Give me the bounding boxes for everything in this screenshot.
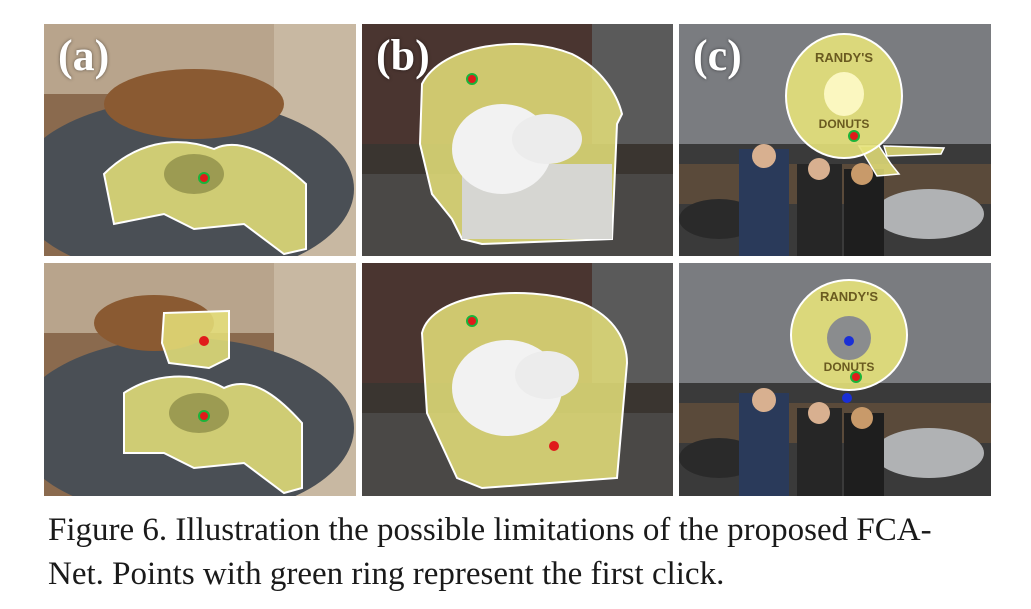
sign-text-bottom: DONUTS: [819, 117, 870, 131]
positive-click-point: [549, 441, 559, 451]
first-click-point: [198, 410, 210, 422]
panel-label-a: (a): [58, 31, 110, 80]
panel-label-c: (c): [693, 31, 742, 80]
panel-b-top-image: [362, 24, 673, 256]
first-click-point: [850, 371, 862, 383]
panel-a-bottom: [44, 263, 356, 496]
positive-click-point: [199, 336, 209, 346]
negative-click-point: [842, 393, 852, 403]
sign-text-top: RANDY'S: [820, 289, 878, 304]
first-click-point: [848, 130, 860, 142]
panel-c-bottom-image: RANDY'S DONUTS: [679, 263, 991, 496]
caption-line-1: Figure 6. Illustration the possible limi…: [48, 512, 932, 548]
panel-label-b: (b): [376, 31, 430, 80]
panel-c-top: RANDY'S DONUTS (c): [679, 24, 991, 256]
panel-c-bottom: RANDY'S DONUTS: [679, 263, 991, 496]
sign-text-top: RANDY'S: [815, 50, 873, 65]
first-click-point: [198, 172, 210, 184]
first-click-point: [466, 73, 478, 85]
negative-click-point: [844, 336, 854, 346]
panel-b-bottom-image: [362, 263, 673, 496]
caption-line-2: Net. Points with green ring represent th…: [48, 556, 725, 592]
panel-c-top-image: RANDY'S DONUTS: [679, 24, 991, 256]
sign-text-bottom: DONUTS: [824, 360, 875, 374]
panel-b-top: (b): [362, 24, 673, 256]
panel-a-bottom-image: [44, 263, 356, 496]
panel-a-top: (a): [44, 24, 356, 256]
figure-caption: Figure 6. Illustration the possible limi…: [48, 508, 998, 596]
first-click-point: [466, 315, 478, 327]
panel-b-bottom: [362, 263, 673, 496]
panel-a-top-image: [44, 24, 356, 256]
